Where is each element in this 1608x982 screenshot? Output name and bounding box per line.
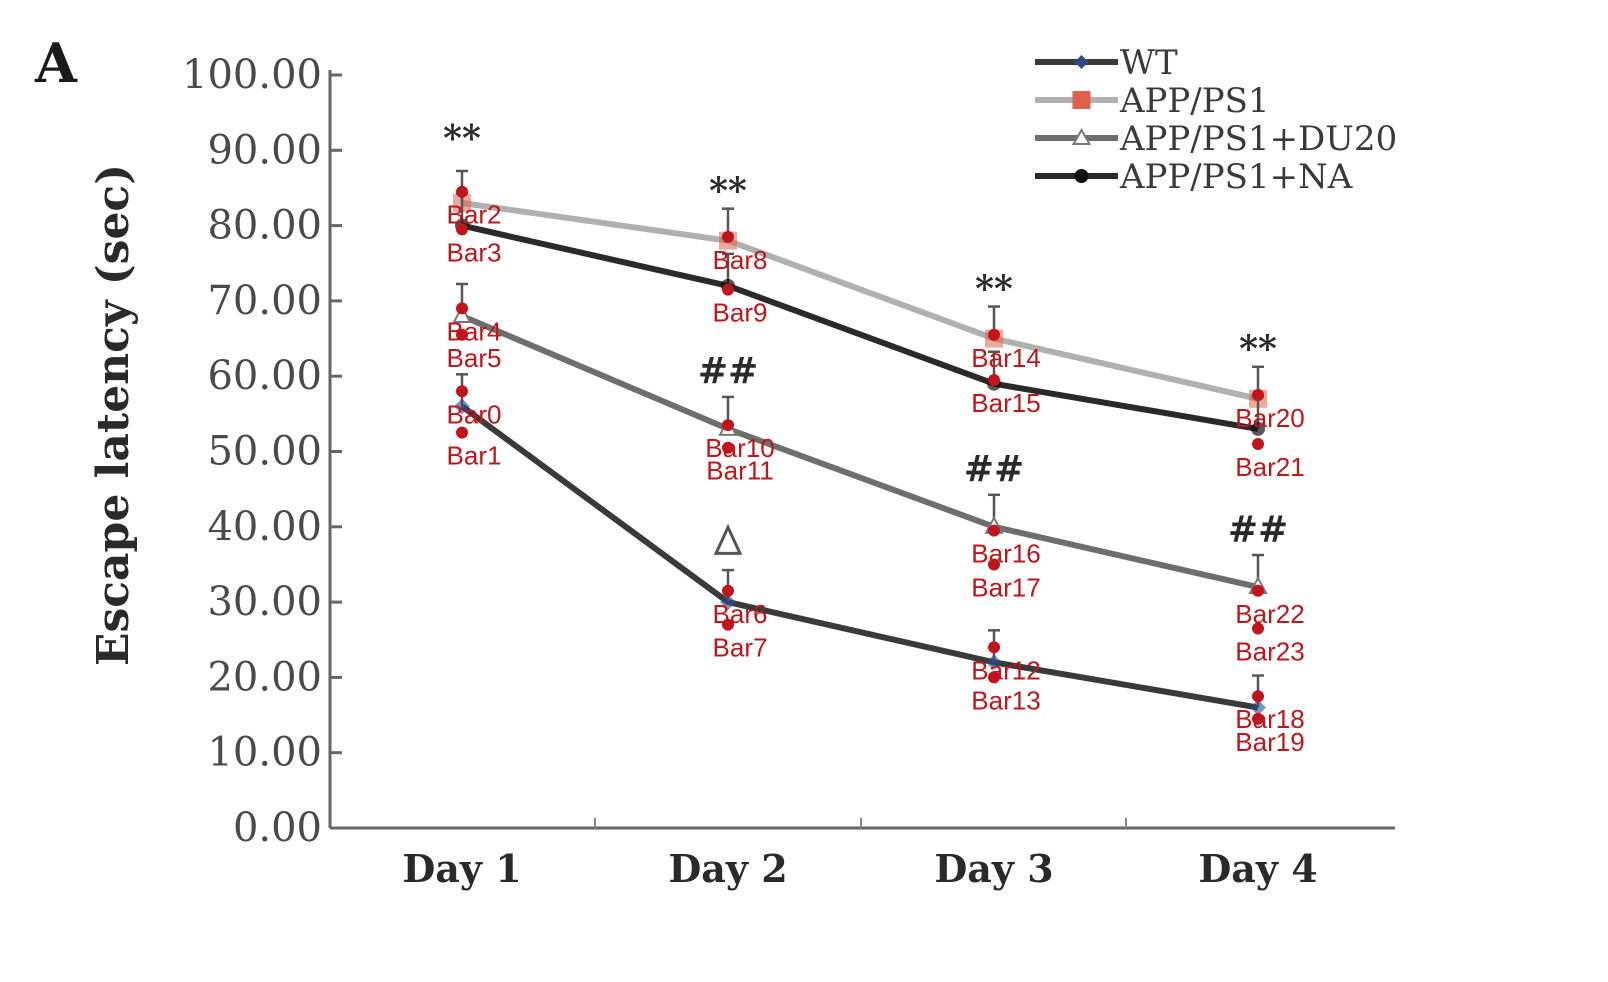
- axes: [328, 70, 1395, 830]
- significance-label: **: [975, 268, 1013, 310]
- significance-label: ##: [1228, 509, 1288, 551]
- legend-marker: [1074, 169, 1089, 183]
- annotation-dot: [988, 328, 1000, 341]
- y-tick-label: 0.00: [233, 805, 322, 851]
- annotation-dot: [456, 385, 468, 398]
- annotation-label: Bar1: [447, 441, 502, 471]
- legend-label: APP/PS1+DU20: [1119, 119, 1397, 159]
- data-point: [452, 304, 472, 323]
- y-tick-label: 100.00: [182, 52, 322, 98]
- annotation-label: Bar9: [713, 298, 768, 328]
- annotation-label: Bar5: [447, 343, 502, 373]
- annotation-label: Bar8: [713, 245, 768, 275]
- x-tick-label: Day 3: [934, 846, 1053, 891]
- y-ticks: 0.00 10.00 20.00 30.00 40.00 50.00 60.00 70.00 8…: [182, 52, 342, 851]
- annotation-label: Bar14: [971, 343, 1040, 373]
- data-point: [454, 398, 470, 415]
- annotation-dot: [456, 185, 468, 198]
- legend-marker: [1071, 127, 1092, 145]
- significance-label: **: [709, 170, 747, 212]
- annotation-dot: [722, 283, 734, 296]
- annotation-dot: [1252, 584, 1264, 597]
- panel-label: A: [34, 31, 78, 95]
- y-tick-label: 10.00: [207, 730, 322, 776]
- annotation-dot: [722, 584, 734, 597]
- annotation-dot: [456, 328, 468, 341]
- series-line-3: [461, 222, 1259, 432]
- y-tick-label: 20.00: [207, 654, 322, 700]
- x-tick-label: Day 2: [668, 846, 787, 891]
- annotation-label: Bar13: [971, 685, 1040, 715]
- annotation-label: Bar22: [1235, 599, 1304, 629]
- annotation-dot: [1252, 437, 1264, 450]
- annotation-dot: [988, 373, 1000, 386]
- annotation-label: Bar16: [971, 539, 1040, 569]
- x-tick-label: Day 4: [1198, 846, 1317, 891]
- annotation-dot: [988, 524, 1000, 537]
- annotation-dot: [1252, 389, 1264, 402]
- y-tick-label: 80.00: [207, 203, 322, 249]
- annotation-label: Bar10: [705, 433, 774, 463]
- significance-label: **: [1239, 328, 1277, 370]
- data-point: [720, 594, 736, 611]
- y-tick-label: 50.00: [207, 429, 322, 475]
- annotation-label: Bar6: [713, 599, 768, 629]
- annotation-dot: [456, 302, 468, 315]
- data-point: [1250, 699, 1266, 716]
- annotation-dot: [988, 558, 1000, 571]
- annotation-label: Bar11: [706, 456, 773, 486]
- annotation-dot: [1252, 690, 1264, 703]
- annotation-label: Bar18: [1235, 704, 1304, 734]
- series-line-2: [460, 313, 1259, 590]
- y-tick-label: 90.00: [207, 127, 322, 173]
- data-point: [986, 654, 1002, 671]
- legend-marker: [1074, 55, 1089, 69]
- annotation-dot: [1252, 712, 1264, 725]
- annotation-dot: [722, 618, 734, 631]
- series: [452, 169, 1268, 716]
- annotation-label: Bar15: [971, 388, 1040, 418]
- annotation-dot: [456, 223, 468, 236]
- y-tick-label: 60.00: [207, 353, 322, 399]
- y-tick-label: 70.00: [207, 278, 322, 324]
- legend-marker: [1072, 91, 1091, 109]
- annotation-label: Bar17: [971, 572, 1040, 602]
- legend-label: WT: [1120, 43, 1178, 83]
- series-line-1: [461, 200, 1259, 402]
- annotation-label: Bar7: [713, 633, 768, 663]
- annotation-label: Bar20: [1235, 403, 1304, 433]
- annotation-label: Bar19: [1235, 727, 1304, 757]
- annotation-dot: [722, 230, 734, 243]
- annotation-label: Bar23: [1235, 636, 1304, 666]
- annotation-label: Bar4: [447, 316, 502, 346]
- y-axis-label: Escape latency (sec): [88, 164, 139, 666]
- annotation-dot: [722, 419, 734, 432]
- annotation-dot: [988, 671, 1000, 684]
- series-line-0: [460, 403, 1259, 711]
- y-tick-label: 40.00: [207, 504, 322, 550]
- annotation-label: Bar12: [971, 655, 1040, 685]
- annotation-label: Bar0: [447, 399, 502, 429]
- significance-label: ##: [964, 449, 1024, 491]
- legend-label: APP/PS1: [1119, 81, 1270, 121]
- annotation-label: Bar21: [1235, 452, 1304, 482]
- x-tick-label: Day 1: [402, 846, 521, 891]
- annotation-label: Bar3: [447, 237, 502, 267]
- annotation-dot: [1252, 622, 1264, 635]
- annotation-label: Bar2: [447, 200, 502, 230]
- significance-triangle: [713, 523, 743, 555]
- annotation-dot: [988, 641, 1000, 654]
- significance-markers: ********######Δ: [443, 117, 1288, 555]
- data-point: [1251, 421, 1265, 436]
- significance-label: ##: [698, 351, 758, 393]
- y-tick-label: 30.00: [207, 579, 322, 625]
- x-ticks: Day 1 Day 2 Day 3 Day 4: [402, 818, 1318, 891]
- significance-label: **: [443, 117, 481, 159]
- annotation-dot: [722, 441, 734, 454]
- annotation-dot: [456, 426, 468, 439]
- legend-label: APP/PS1+NA: [1119, 157, 1353, 197]
